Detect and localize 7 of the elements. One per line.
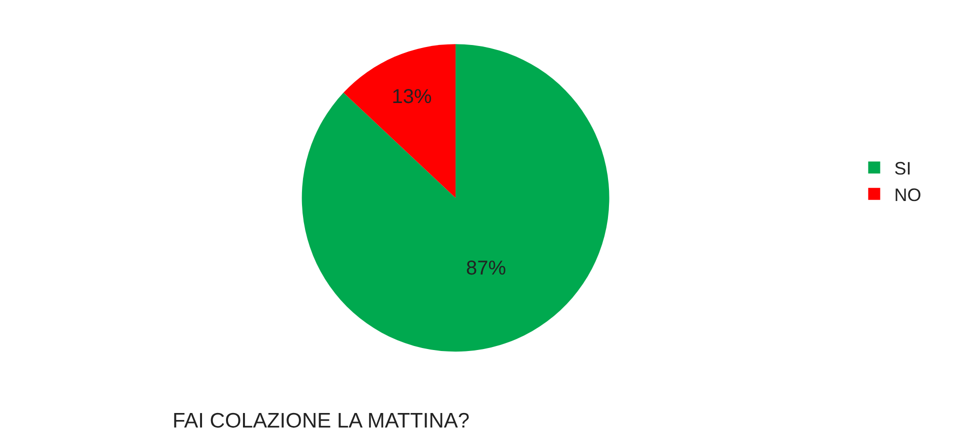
pie-slice bbox=[302, 44, 610, 352]
data-label: 87% bbox=[466, 257, 506, 280]
text: FAI COLAZIONE LA MATTINA? bbox=[172, 410, 470, 433]
data-label: 13% bbox=[392, 86, 432, 108]
legend-label: NO bbox=[894, 184, 922, 205]
legend-label: SI bbox=[894, 158, 912, 179]
pie-slice bbox=[343, 44, 456, 198]
